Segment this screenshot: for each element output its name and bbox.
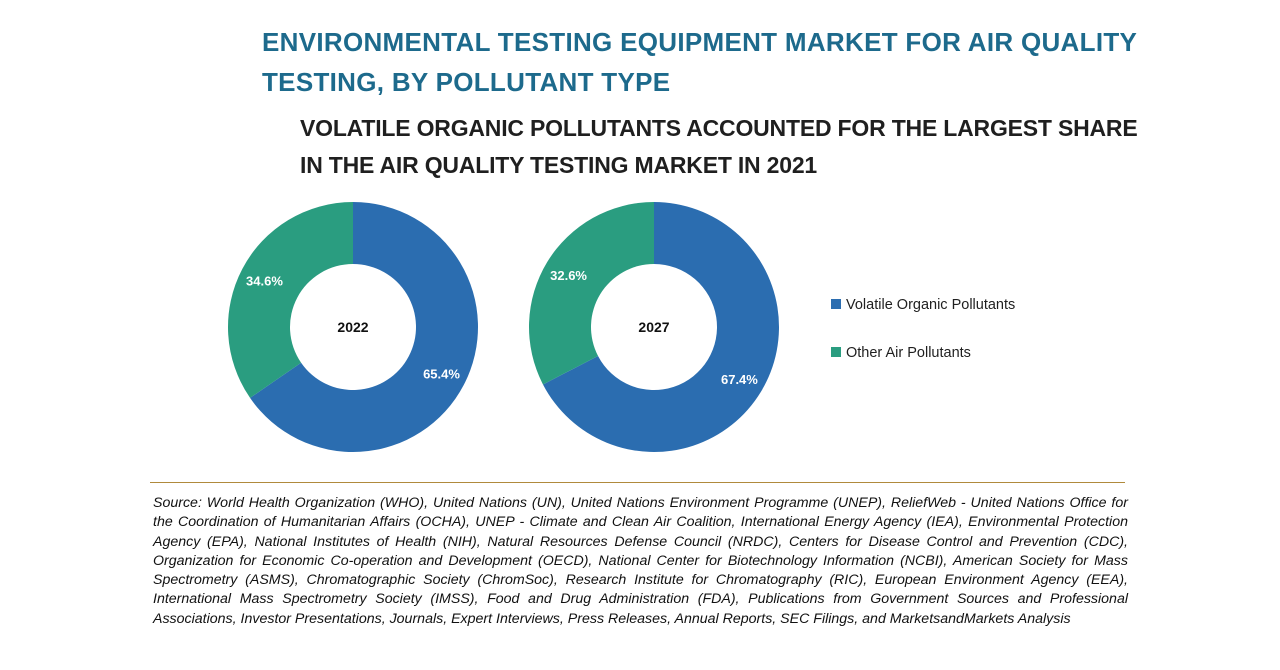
slice-volatile-organic-pollutants-2027 — [542, 202, 779, 452]
legend-swatch-volatile — [831, 299, 841, 309]
donut-charts: 65.4% 34.6% 2022 67.4% 32.6% 2027 Volatile O… — [228, 202, 1015, 452]
donut-chart-2022: 65.4% 34.6% 2022 — [228, 202, 479, 452]
chart-title: ENVIRONMENTAL TESTING EQUIPMENT MARKET F… — [262, 27, 1137, 97]
legend-swatch-other — [831, 347, 841, 357]
slice-volatile-organic-pollutants-2022 — [250, 202, 479, 452]
source-divider — [150, 482, 1125, 483]
slice-other-air-pollutants-2027 — [529, 202, 654, 385]
legend-label-other: Other Air Pollutants — [846, 345, 971, 361]
value-label-volatile-organic-pollutants-2027: 67.4% — [721, 372, 758, 387]
source-note: Source: World Health Organization (WHO),… — [153, 495, 1128, 627]
center-label-2027: 2027 — [638, 319, 669, 335]
value-label-volatile-organic-pollutants-2022: 65.4% — [423, 367, 460, 382]
slice-other-air-pollutants-2022 — [228, 202, 353, 398]
legend-label-volatile: Volatile Organic Pollutants — [846, 297, 1015, 313]
value-label-other-air-pollutants-2022: 34.6% — [246, 273, 283, 288]
chart-legend: Volatile Organic Pollutants Other Air Po… — [831, 297, 1015, 361]
value-label-other-air-pollutants-2027: 32.6% — [550, 268, 587, 283]
center-label-2022: 2022 — [337, 319, 368, 335]
chart-subtitle: VOLATILE ORGANIC POLLUTANTS ACCOUNTED FO… — [300, 115, 1138, 178]
donut-chart-2027: 67.4% 32.6% 2027 — [529, 202, 779, 452]
